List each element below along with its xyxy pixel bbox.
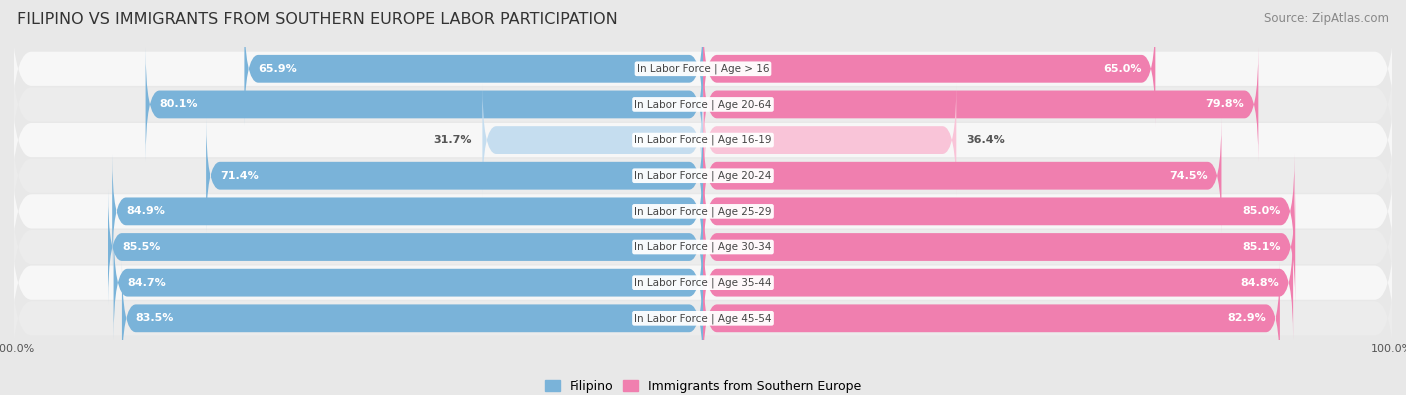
Text: 80.1%: 80.1% [159, 100, 198, 109]
FancyBboxPatch shape [11, 86, 1395, 265]
Text: Source: ZipAtlas.com: Source: ZipAtlas.com [1264, 12, 1389, 25]
Text: 82.9%: 82.9% [1227, 313, 1265, 324]
FancyBboxPatch shape [11, 122, 1395, 301]
FancyBboxPatch shape [207, 118, 703, 233]
Text: 65.9%: 65.9% [259, 64, 297, 74]
FancyBboxPatch shape [703, 83, 956, 198]
FancyBboxPatch shape [114, 225, 703, 340]
Text: 79.8%: 79.8% [1206, 100, 1244, 109]
FancyBboxPatch shape [703, 190, 1295, 305]
FancyBboxPatch shape [146, 47, 703, 162]
Text: 74.5%: 74.5% [1168, 171, 1208, 181]
Legend: Filipino, Immigrants from Southern Europe: Filipino, Immigrants from Southern Europ… [540, 375, 866, 395]
FancyBboxPatch shape [703, 118, 1222, 233]
FancyBboxPatch shape [112, 154, 703, 269]
Text: In Labor Force | Age > 16: In Labor Force | Age > 16 [637, 64, 769, 74]
FancyBboxPatch shape [703, 261, 1279, 376]
Text: 31.7%: 31.7% [433, 135, 472, 145]
Text: 84.9%: 84.9% [127, 206, 165, 216]
FancyBboxPatch shape [11, 228, 1395, 395]
Text: 71.4%: 71.4% [221, 171, 259, 181]
Text: In Labor Force | Age 20-64: In Labor Force | Age 20-64 [634, 99, 772, 110]
FancyBboxPatch shape [245, 11, 703, 126]
Text: In Labor Force | Age 25-29: In Labor Force | Age 25-29 [634, 206, 772, 216]
Text: 85.5%: 85.5% [122, 242, 160, 252]
Text: FILIPINO VS IMMIGRANTS FROM SOUTHERN EUROPE LABOR PARTICIPATION: FILIPINO VS IMMIGRANTS FROM SOUTHERN EUR… [17, 12, 617, 27]
Text: 84.8%: 84.8% [1240, 278, 1279, 288]
FancyBboxPatch shape [703, 47, 1258, 162]
FancyBboxPatch shape [108, 190, 703, 305]
FancyBboxPatch shape [122, 261, 703, 376]
Text: 84.7%: 84.7% [128, 278, 166, 288]
Text: 83.5%: 83.5% [136, 313, 174, 324]
FancyBboxPatch shape [703, 225, 1294, 340]
Text: In Labor Force | Age 30-34: In Labor Force | Age 30-34 [634, 242, 772, 252]
FancyBboxPatch shape [11, 157, 1395, 337]
Text: In Labor Force | Age 16-19: In Labor Force | Age 16-19 [634, 135, 772, 145]
Text: In Labor Force | Age 35-44: In Labor Force | Age 35-44 [634, 277, 772, 288]
Text: 85.1%: 85.1% [1243, 242, 1281, 252]
FancyBboxPatch shape [11, 193, 1395, 372]
FancyBboxPatch shape [11, 50, 1395, 230]
Text: In Labor Force | Age 20-24: In Labor Force | Age 20-24 [634, 171, 772, 181]
Text: 65.0%: 65.0% [1102, 64, 1142, 74]
Text: In Labor Force | Age 45-54: In Labor Force | Age 45-54 [634, 313, 772, 324]
FancyBboxPatch shape [11, 0, 1395, 159]
Text: 85.0%: 85.0% [1243, 206, 1281, 216]
FancyBboxPatch shape [482, 83, 703, 198]
FancyBboxPatch shape [703, 154, 1295, 269]
FancyBboxPatch shape [11, 15, 1395, 194]
Text: 36.4%: 36.4% [967, 135, 1005, 145]
FancyBboxPatch shape [703, 11, 1156, 126]
